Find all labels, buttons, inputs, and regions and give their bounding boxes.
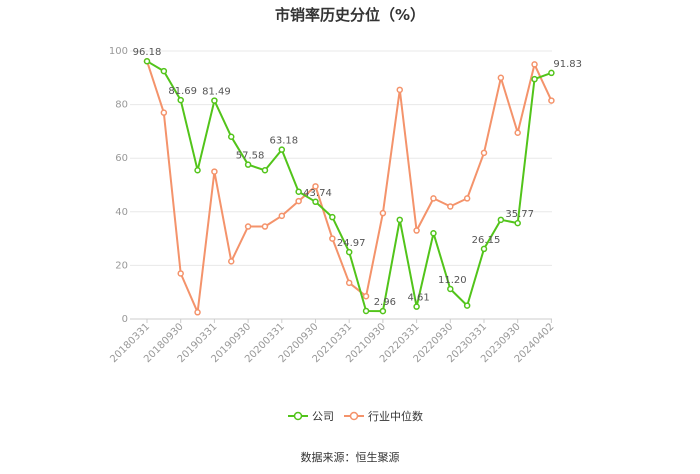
data-point <box>177 96 184 104</box>
data-label: 35.77 <box>505 209 534 220</box>
data-label: 63.18 <box>269 136 298 147</box>
data-point <box>379 307 387 315</box>
data-point <box>379 209 387 217</box>
series-line-0 <box>146 60 552 313</box>
y-tick-label: 20 <box>115 260 128 271</box>
y-tick-label: 60 <box>115 153 128 164</box>
data-point <box>480 245 488 253</box>
data-label: 91.83 <box>553 59 582 70</box>
data-point <box>430 195 437 202</box>
data-point <box>194 167 201 174</box>
data-point <box>211 168 218 175</box>
data-point <box>362 292 370 300</box>
data-point <box>261 167 269 174</box>
legend-label: 公司 <box>312 410 334 423</box>
y-tick-label: 100 <box>109 46 128 57</box>
data-point <box>396 216 403 224</box>
legend-item-0[interactable]: 公司 <box>288 410 334 423</box>
data-point <box>531 61 538 68</box>
y-tick-label: 40 <box>115 207 128 218</box>
data-label: 96.18 <box>133 47 162 58</box>
legend-swatch-marker <box>293 411 303 421</box>
data-point <box>329 213 336 221</box>
data-label: 4.61 <box>407 293 429 304</box>
data-point <box>548 97 555 104</box>
data-point <box>430 229 437 237</box>
data-point <box>244 161 252 168</box>
data-point <box>396 86 403 94</box>
data-point <box>211 97 218 104</box>
data-point <box>447 203 454 210</box>
data-label: 26.15 <box>472 235 501 246</box>
source-note: 数据来源：恒生聚源 <box>301 450 400 464</box>
x-axis: 2018033120180930201903312019093020200331… <box>108 319 557 365</box>
data-point <box>497 216 505 224</box>
data-label: 24.97 <box>337 238 366 249</box>
data-label: 2.96 <box>374 297 396 308</box>
legend-label: 行业中位数 <box>368 409 423 423</box>
series-group <box>143 57 555 316</box>
data-point <box>261 223 269 230</box>
legend[interactable]: 公司 行业中位数 <box>288 409 423 423</box>
data-point <box>160 109 168 116</box>
data-point <box>312 198 319 206</box>
data-point <box>278 212 286 220</box>
data-point <box>312 183 319 190</box>
data-label: 81.69 <box>168 86 197 97</box>
y-tick-label: 80 <box>115 100 128 111</box>
data-label: 43.74 <box>303 188 332 199</box>
data-point <box>531 75 538 83</box>
data-point <box>514 219 521 227</box>
data-point <box>160 67 168 75</box>
data-point <box>345 279 353 287</box>
data-label: 81.49 <box>202 87 231 98</box>
data-labels: 96.18 81.69 81.49 57.58 63.18 43.74 24.97 2.96 4… <box>133 47 582 308</box>
data-point <box>463 195 471 202</box>
data-point <box>514 129 521 136</box>
data-label: 11.20 <box>438 275 467 286</box>
data-label: 57.58 <box>236 151 265 162</box>
chart-title: 市销率历史分位（%） <box>275 6 425 24</box>
data-point <box>413 303 420 310</box>
legend-item-1[interactable]: 行业中位数 <box>344 409 423 423</box>
data-point <box>278 146 286 153</box>
legend-swatch-marker <box>349 411 359 421</box>
data-point <box>480 149 488 157</box>
data-point <box>329 235 336 242</box>
data-point <box>497 74 505 82</box>
data-point <box>447 285 454 293</box>
data-point <box>244 223 252 230</box>
data-point <box>194 309 201 316</box>
series-line-1 <box>146 60 553 314</box>
data-point <box>413 227 420 234</box>
data-point <box>345 248 353 256</box>
data-point <box>143 57 151 65</box>
data-point <box>177 270 184 277</box>
data-point <box>295 197 302 205</box>
data-point <box>463 302 471 309</box>
data-point <box>228 258 235 265</box>
y-axis: 0 20 40 60 80 100 <box>109 46 128 325</box>
data-point <box>295 188 302 195</box>
data-point <box>362 307 370 315</box>
data-point <box>228 133 235 141</box>
data-point <box>548 69 555 77</box>
y-tick-label: 0 <box>122 314 128 325</box>
